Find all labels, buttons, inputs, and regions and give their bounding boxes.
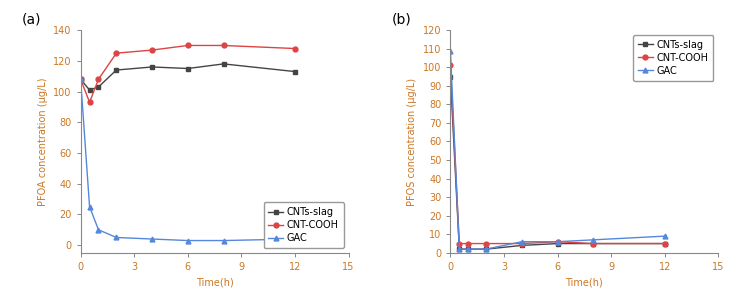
CNTs-slag (112, 68, 121, 72)
Line: CNT-COOH: CNT-COOH (78, 43, 298, 105)
CNTs-slag (553, 242, 562, 245)
CNT-COOH (147, 48, 156, 52)
GAC (660, 234, 669, 238)
CNT-COOH (517, 242, 526, 245)
CNT-COOH (464, 242, 473, 245)
Line: CNTs-slag: CNTs-slag (78, 61, 298, 92)
GAC (455, 247, 464, 251)
CNT-COOH (455, 242, 464, 245)
CNT-COOH (446, 64, 454, 67)
CNTs-slag (76, 77, 85, 81)
Text: (b): (b) (391, 12, 411, 26)
CNTs-slag (290, 70, 299, 73)
CNTs-slag (85, 88, 94, 92)
X-axis label: Time(h): Time(h) (565, 278, 603, 287)
X-axis label: Time(h): Time(h) (196, 278, 234, 287)
GAC (589, 238, 597, 242)
Line: CNTs-slag: CNTs-slag (448, 74, 667, 252)
CNTs-slag (517, 244, 526, 247)
CNT-COOH (219, 44, 228, 47)
GAC (464, 247, 473, 251)
GAC (147, 237, 156, 241)
CNTs-slag (589, 242, 597, 245)
CNTs-slag (94, 85, 103, 89)
CNT-COOH (112, 51, 121, 55)
GAC (112, 236, 121, 239)
GAC (290, 237, 299, 241)
Y-axis label: PFOS concentration (μg/L): PFOS concentration (μg/L) (408, 77, 417, 206)
GAC (94, 228, 103, 231)
CNT-COOH (553, 240, 562, 244)
CNT-COOH (589, 242, 597, 245)
GAC (76, 77, 85, 81)
CNTs-slag (446, 75, 454, 78)
CNT-COOH (482, 242, 490, 245)
CNT-COOH (660, 242, 669, 245)
GAC (85, 205, 94, 209)
CNTs-slag (482, 247, 490, 251)
CNTs-slag (660, 242, 669, 245)
Line: GAC: GAC (448, 48, 667, 252)
GAC (219, 239, 228, 242)
Legend: CNTs-slag, CNT-COOH, GAC: CNTs-slag, CNT-COOH, GAC (264, 203, 344, 248)
CNT-COOH (183, 44, 192, 47)
CNT-COOH (94, 77, 103, 81)
GAC (482, 247, 490, 251)
Line: CNT-COOH: CNT-COOH (448, 63, 667, 246)
GAC (517, 240, 526, 244)
Y-axis label: PFOA concentration (μg/L): PFOA concentration (μg/L) (37, 77, 48, 206)
GAC (183, 239, 192, 242)
Text: (a): (a) (22, 12, 41, 26)
CNTs-slag (464, 247, 473, 251)
CNTs-slag (183, 67, 192, 70)
CNTs-slag (219, 62, 228, 66)
Legend: CNTs-slag, CNT-COOH, GAC: CNTs-slag, CNT-COOH, GAC (633, 35, 713, 80)
CNT-COOH (85, 101, 94, 104)
Line: GAC: GAC (78, 77, 298, 243)
GAC (553, 240, 562, 244)
CNTs-slag (147, 65, 156, 69)
CNT-COOH (290, 47, 299, 50)
CNT-COOH (76, 77, 85, 81)
GAC (446, 49, 454, 52)
CNTs-slag (455, 247, 464, 251)
